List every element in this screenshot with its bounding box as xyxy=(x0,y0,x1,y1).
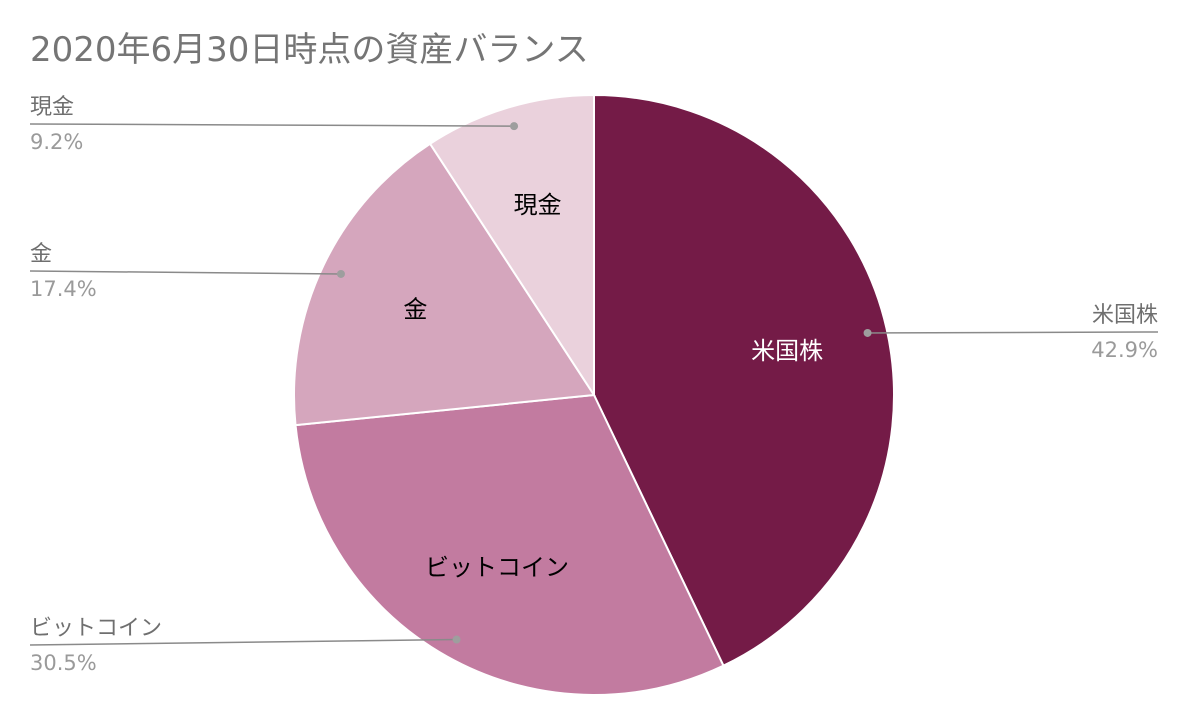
slice-inner-label: 米国株 xyxy=(751,337,823,365)
callout-percent-label: 30.5% xyxy=(30,651,97,675)
slice-inner-label: 現金 xyxy=(514,191,562,219)
callout-leader-line xyxy=(867,331,1159,334)
callout-name-label: ビットコイン xyxy=(30,616,162,641)
callout-name-label: 米国株 xyxy=(1092,303,1158,328)
pie-slice xyxy=(593,93,895,667)
pie-slice xyxy=(294,393,725,696)
pie-slices xyxy=(293,93,895,696)
callout-dot xyxy=(336,269,345,278)
pie-callouts: 米国株 42.9% ビットコイン 30.5% 金 17.4% 現金 9.2% xyxy=(29,95,1159,675)
callout-leader-line xyxy=(29,123,515,127)
callout-percent-label: 42.9% xyxy=(1091,338,1158,362)
callout-name-label: 金 xyxy=(30,242,52,267)
callout-dot xyxy=(863,328,872,337)
callout-leader-line xyxy=(29,270,341,275)
callout-percent-label: 9.2% xyxy=(30,130,83,154)
callout-name-label: 現金 xyxy=(30,95,74,120)
pie-slice xyxy=(293,142,596,427)
callout-leader-line xyxy=(29,638,457,646)
callout-dot xyxy=(452,635,461,644)
callout-dot xyxy=(510,122,519,131)
slice-inner-label: 金 xyxy=(403,296,427,324)
slice-inner-label: ビットコイン xyxy=(425,554,569,582)
pie-slice xyxy=(428,93,595,399)
chart-title: 2020年6月30日時点の資産バランス xyxy=(30,30,589,70)
callout-percent-label: 17.4% xyxy=(30,277,97,301)
